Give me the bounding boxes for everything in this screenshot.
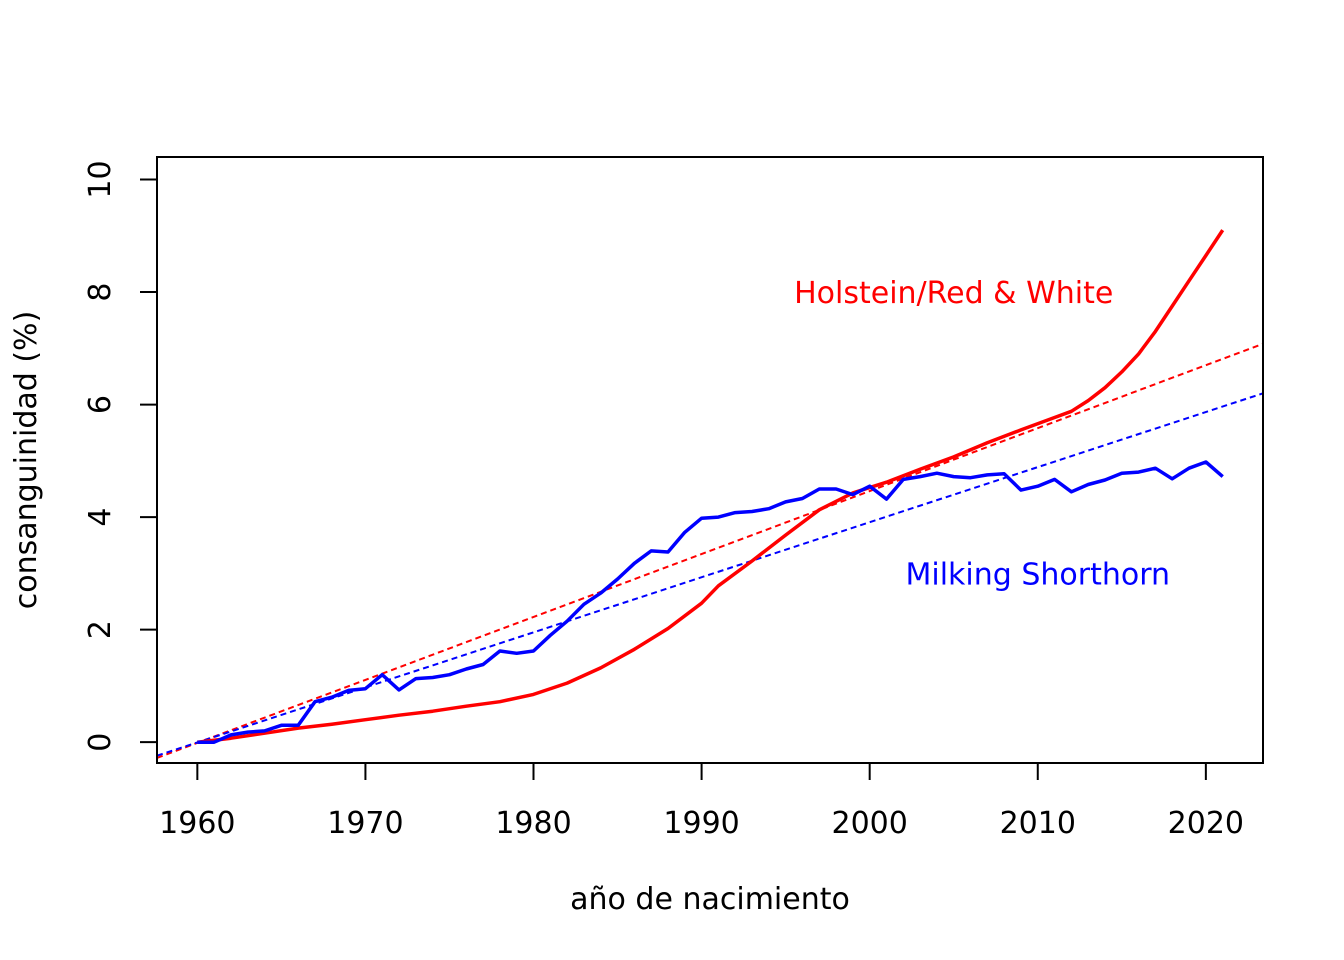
y-tick-label: 10 bbox=[83, 160, 118, 198]
annotation-milking-shorthorn: Milking Shorthorn bbox=[905, 557, 1170, 592]
trend-line-holstein-red-white bbox=[157, 342, 1263, 759]
series-annotations: Holstein/Red & White Milking Shorthorn bbox=[794, 276, 1170, 592]
y-tick-label: 0 bbox=[83, 733, 118, 752]
x-axis: 1960 1970 1980 1990 2000 2010 2020 bbox=[159, 762, 1244, 841]
x-tick-label: 1970 bbox=[327, 806, 403, 841]
x-tick-label: 1960 bbox=[159, 806, 235, 841]
x-axis-title: año de nacimiento bbox=[570, 882, 850, 917]
y-tick-label: 6 bbox=[83, 395, 118, 414]
x-tick-label: 1990 bbox=[663, 806, 739, 841]
y-axis: 0 2 4 6 8 10 bbox=[83, 160, 158, 752]
y-tick-label: 4 bbox=[83, 508, 118, 527]
series-line-holstein-red-white bbox=[197, 229, 1225, 744]
plot-content bbox=[157, 229, 1263, 759]
x-tick-label: 2000 bbox=[832, 806, 908, 841]
x-tick-label: 2020 bbox=[1168, 806, 1244, 841]
series-line-milking-shorthorn bbox=[197, 460, 1224, 744]
y-tick-label: 8 bbox=[83, 282, 118, 301]
trend-line-milking-shorthorn bbox=[157, 392, 1263, 757]
annotation-holstein-red-white: Holstein/Red & White bbox=[794, 276, 1113, 311]
y-tick-label: 2 bbox=[83, 620, 118, 639]
y-axis-title: consanguinidad (%) bbox=[9, 311, 44, 610]
x-tick-label: 2010 bbox=[1000, 806, 1076, 841]
x-tick-label: 1980 bbox=[495, 806, 571, 841]
